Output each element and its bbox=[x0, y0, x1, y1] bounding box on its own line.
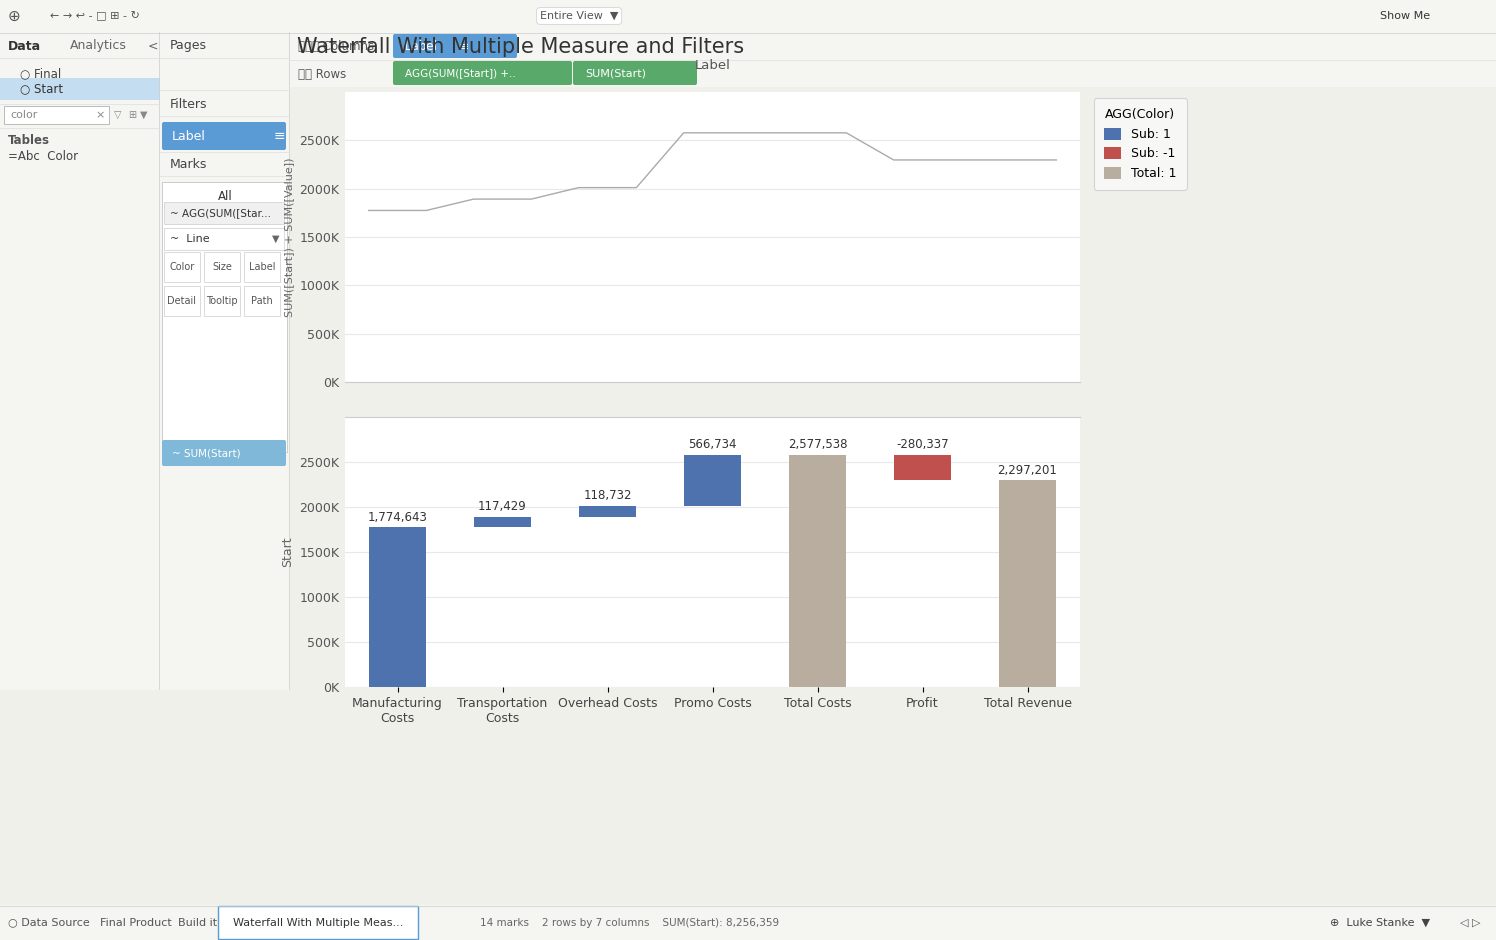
Text: ⊕  Luke Stanke  ▼: ⊕ Luke Stanke ▼ bbox=[1330, 917, 1430, 928]
Text: ⦿⦿⦿ Columns: ⦿⦿⦿ Columns bbox=[298, 39, 374, 53]
Text: ⊕: ⊕ bbox=[7, 8, 21, 24]
Text: ○ Data Source: ○ Data Source bbox=[7, 917, 90, 928]
Bar bbox=[788, 455, 847, 687]
Bar bbox=[579, 506, 636, 517]
Bar bbox=[162, 182, 287, 452]
Text: ← → ↩ - □ ⊞ - ↻: ← → ↩ - □ ⊞ - ↻ bbox=[49, 11, 139, 21]
Bar bbox=[684, 455, 742, 506]
Bar bbox=[368, 527, 426, 687]
Bar bbox=[474, 517, 531, 527]
Bar bbox=[203, 286, 239, 316]
Bar bbox=[244, 286, 280, 316]
Bar bbox=[244, 252, 280, 282]
Text: All: All bbox=[217, 190, 232, 202]
Text: ~ SUM(Start): ~ SUM(Start) bbox=[172, 448, 241, 458]
Text: 14 marks    2 rows by 7 columns    SUM(Start): 8,256,359: 14 marks 2 rows by 7 columns SUM(Start):… bbox=[480, 917, 779, 928]
FancyBboxPatch shape bbox=[4, 106, 109, 124]
Text: Size: Size bbox=[212, 262, 232, 272]
Bar bbox=[165, 286, 200, 316]
Text: 1,774,643: 1,774,643 bbox=[368, 510, 428, 524]
Text: ~ AGG(SUM([Star...: ~ AGG(SUM([Star... bbox=[171, 208, 271, 218]
Text: ▼: ▼ bbox=[272, 234, 280, 244]
Text: SUM(Start): SUM(Start) bbox=[585, 68, 646, 78]
Bar bbox=[165, 228, 284, 250]
Text: Final Product: Final Product bbox=[100, 917, 172, 928]
Text: =Abc  Color: =Abc Color bbox=[7, 149, 78, 163]
Legend: Sub: 1, Sub: -1, Total: 1: Sub: 1, Sub: -1, Total: 1 bbox=[1094, 99, 1186, 190]
Text: 118,732: 118,732 bbox=[583, 490, 631, 502]
Text: Label: Label bbox=[172, 130, 206, 143]
Bar bbox=[999, 480, 1056, 687]
FancyBboxPatch shape bbox=[162, 122, 286, 150]
Text: 2,297,201: 2,297,201 bbox=[998, 463, 1058, 477]
Text: color: color bbox=[10, 110, 37, 120]
Text: ×: × bbox=[96, 110, 105, 120]
Text: Color: Color bbox=[169, 262, 194, 272]
Text: 2,577,538: 2,577,538 bbox=[788, 438, 847, 451]
Text: Detail: Detail bbox=[168, 296, 196, 306]
Text: Path: Path bbox=[251, 296, 272, 306]
Text: Show Me: Show Me bbox=[1379, 11, 1430, 21]
Text: <: < bbox=[148, 39, 159, 53]
Y-axis label: Start: Start bbox=[281, 537, 293, 568]
Text: Entire View  ▼: Entire View ▼ bbox=[540, 11, 618, 21]
Bar bbox=[0, 78, 160, 100]
Text: ⊞: ⊞ bbox=[129, 110, 136, 120]
Text: ≡: ≡ bbox=[274, 129, 286, 143]
Bar bbox=[218, 906, 417, 939]
Text: ○ Final: ○ Final bbox=[19, 68, 61, 81]
Bar bbox=[165, 252, 200, 282]
Text: Label      ≡: Label ≡ bbox=[405, 39, 470, 53]
Text: 117,429: 117,429 bbox=[479, 500, 527, 513]
Text: Analytics: Analytics bbox=[70, 39, 127, 53]
Bar bbox=[203, 252, 239, 282]
Text: Data: Data bbox=[7, 39, 40, 53]
FancyBboxPatch shape bbox=[573, 61, 697, 85]
Text: Marks: Marks bbox=[171, 158, 208, 170]
FancyBboxPatch shape bbox=[393, 34, 518, 58]
Text: -280,337: -280,337 bbox=[896, 438, 948, 451]
Bar bbox=[165, 202, 284, 224]
Text: ~  Line: ~ Line bbox=[171, 234, 209, 244]
Text: Label: Label bbox=[694, 59, 730, 71]
Bar bbox=[893, 455, 951, 480]
Text: Tooltip: Tooltip bbox=[206, 296, 238, 306]
Text: Build it: Build it bbox=[178, 917, 217, 928]
Text: Waterfall With Multiple Measure and Filters: Waterfall With Multiple Measure and Filt… bbox=[298, 37, 745, 57]
Text: Waterfall With Multiple Meas...: Waterfall With Multiple Meas... bbox=[233, 917, 404, 928]
Text: Label: Label bbox=[248, 262, 275, 272]
Text: Pages: Pages bbox=[171, 39, 206, 53]
Text: ○ Start: ○ Start bbox=[19, 83, 63, 96]
Y-axis label: SUM([Start]) + SUM([Value]): SUM([Start]) + SUM([Value]) bbox=[284, 157, 293, 317]
FancyBboxPatch shape bbox=[393, 61, 571, 85]
Text: Filters: Filters bbox=[171, 98, 208, 111]
Text: ⦿⦿ Rows: ⦿⦿ Rows bbox=[298, 68, 346, 81]
Text: ▼: ▼ bbox=[141, 110, 148, 120]
Text: AGG(SUM([Start]) +..: AGG(SUM([Start]) +.. bbox=[405, 68, 516, 78]
FancyBboxPatch shape bbox=[162, 440, 286, 466]
Text: 566,734: 566,734 bbox=[688, 438, 736, 451]
Text: Tables: Tables bbox=[7, 133, 49, 147]
Text: ◁ ▷: ◁ ▷ bbox=[1460, 917, 1481, 928]
Text: ▽: ▽ bbox=[114, 110, 121, 120]
